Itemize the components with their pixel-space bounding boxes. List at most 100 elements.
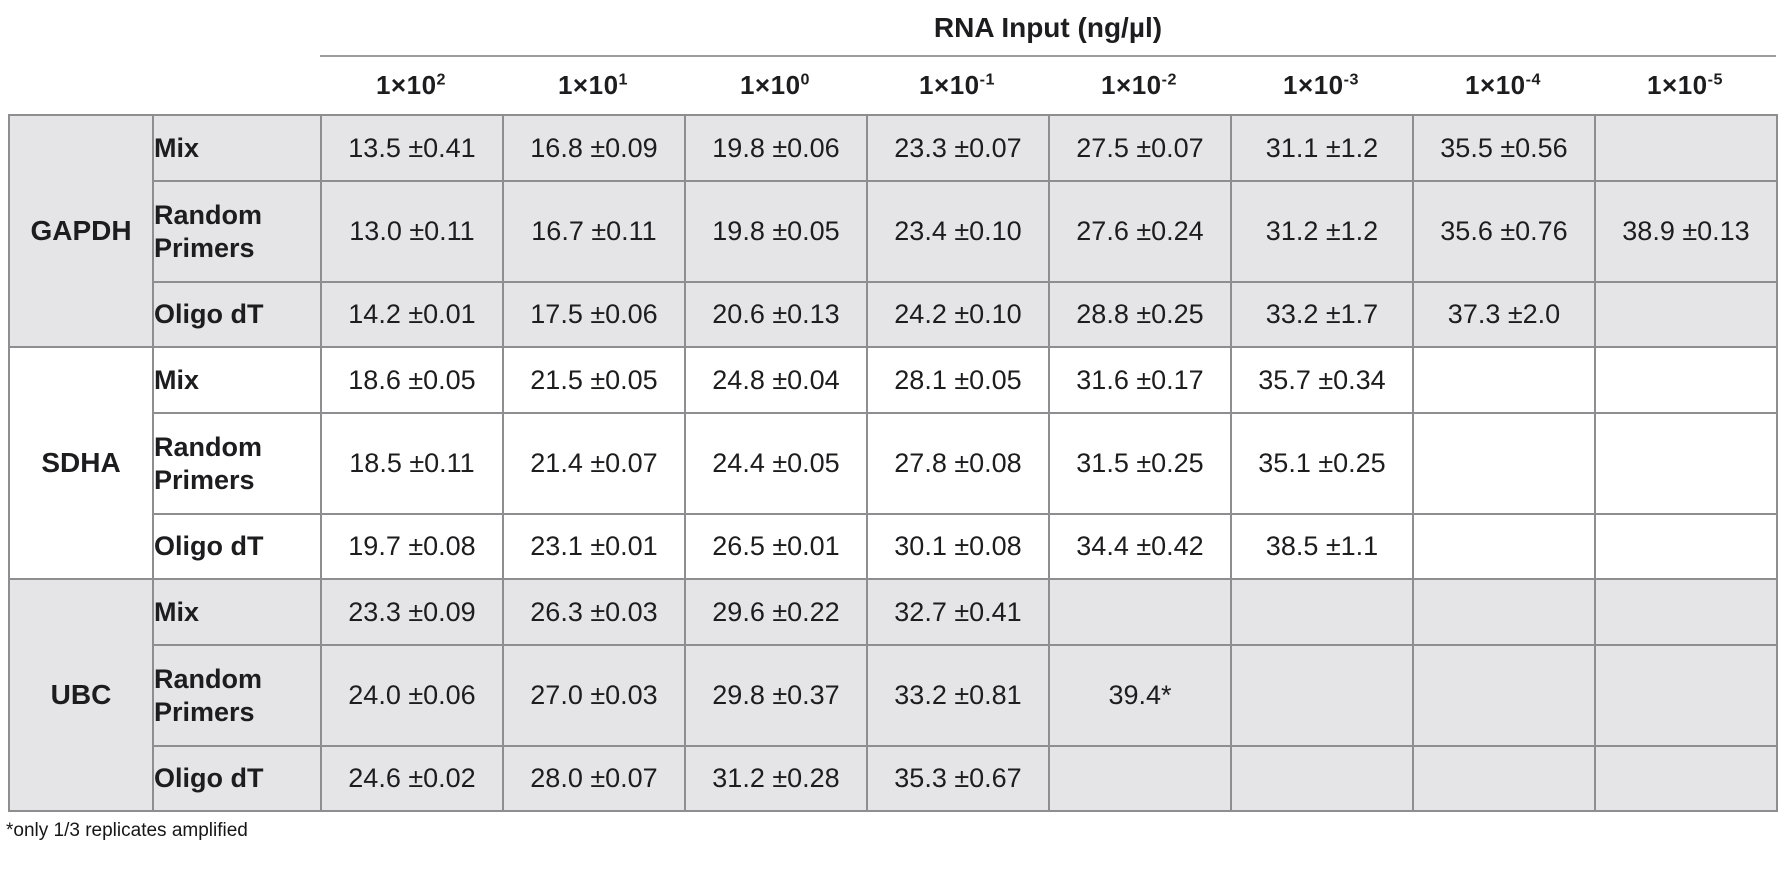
column-header: 1×102 (375, 70, 447, 100)
value-cell: 38.5 ±1.1 (1230, 513, 1414, 580)
value-cell: 26.5 ±0.01 (684, 513, 868, 580)
value-cell: 32.7 ±0.41 (866, 578, 1050, 646)
value-cell: 39.4* (1048, 644, 1232, 747)
value-cell: 34.4 ±0.42 (1048, 513, 1232, 580)
value-cell (1412, 346, 1596, 414)
column-headers-row: 1×102 1×101 1×100 1×10-1 1×10-2 1×10-3 1×10-4 1… (320, 57, 1776, 114)
value-cell: 20.6 ±0.13 (684, 281, 868, 348)
value-cell: 19.8 ±0.05 (684, 180, 868, 283)
column-header: 1×10-1 (919, 70, 995, 100)
value-cell: 33.2 ±1.7 (1230, 281, 1414, 348)
column-header: 1×10-5 (1647, 70, 1723, 100)
value-cell: 26.3 ±0.03 (502, 578, 686, 646)
value-cell (1594, 281, 1778, 348)
value-cell: 29.6 ±0.22 (684, 578, 868, 646)
method-label: Oligo dT (152, 513, 322, 580)
value-cell: 23.3 ±0.09 (320, 578, 504, 646)
value-cell: 29.8 ±0.37 (684, 644, 868, 747)
value-cell: 28.0 ±0.07 (502, 745, 686, 812)
table-row: Oligo dT 14.2 ±0.01 17.5 ±0.06 20.6 ±0.13 24… (9, 281, 1778, 348)
value-cell (1594, 346, 1778, 414)
value-cell: 31.5 ±0.25 (1048, 412, 1232, 515)
value-cell: 31.6 ±0.17 (1048, 346, 1232, 414)
method-label: Oligo dT (152, 745, 322, 812)
value-cell (1594, 578, 1778, 646)
method-label: Mix (152, 578, 322, 646)
value-cell: 27.0 ±0.03 (502, 644, 686, 747)
value-cell: 35.3 ±0.67 (866, 745, 1050, 812)
value-cell: 33.2 ±0.81 (866, 644, 1050, 747)
value-cell: 23.1 ±0.01 (502, 513, 686, 580)
value-cell (1230, 745, 1414, 812)
rna-input-table: GAPDH Mix 13.5 ±0.41 16.8 ±0.09 19.8 ±0.06 23… (8, 114, 1778, 812)
value-cell: 27.5 ±0.07 (1048, 114, 1232, 182)
method-label: Random Primers (152, 412, 322, 515)
column-header: 1×10-3 (1283, 70, 1359, 100)
value-cell: 35.5 ±0.56 (1412, 114, 1596, 182)
value-cell: 31.1 ±1.2 (1230, 114, 1414, 182)
table-row: UBC Mix 23.3 ±0.09 26.3 ±0.03 29.6 ±0.22 32.7… (8, 578, 1778, 812)
value-cell (1594, 644, 1778, 747)
value-cell (1048, 578, 1232, 646)
value-cell: 24.0 ±0.06 (320, 644, 504, 747)
footnote: *only 1/3 replicates amplified (6, 820, 248, 841)
gene-label: SDHA (8, 346, 154, 580)
value-cell: 24.2 ±0.10 (866, 281, 1050, 348)
value-cell (1594, 513, 1778, 580)
value-cell: 19.7 ±0.08 (320, 513, 504, 580)
gene-label: UBC (8, 578, 154, 812)
value-cell: 35.6 ±0.76 (1412, 180, 1596, 283)
table-row: Oligo dT 19.7 ±0.08 23.1 ±0.01 26.5 ±0.01 30… (9, 513, 1778, 580)
value-cell: 27.8 ±0.08 (866, 412, 1050, 515)
value-cell: 13.0 ±0.11 (320, 180, 504, 283)
value-cell: 18.5 ±0.11 (320, 412, 504, 515)
value-cell: 13.5 ±0.41 (320, 114, 504, 182)
table-row: Random Primers 24.0 ±0.06 27.0 ±0.03 29.8 ±… (9, 644, 1778, 747)
value-cell (1594, 412, 1778, 515)
value-cell: 27.6 ±0.24 (1048, 180, 1232, 283)
table-row: SDHA Mix 18.6 ±0.05 21.5 ±0.05 24.8 ±0.04 28.… (8, 346, 1778, 580)
method-label: Random Primers (152, 180, 322, 283)
value-cell: 35.7 ±0.34 (1230, 346, 1414, 414)
value-cell: 14.2 ±0.01 (320, 281, 504, 348)
value-cell: 30.1 ±0.08 (866, 513, 1050, 580)
table-row: Oligo dT 24.6 ±0.02 28.0 ±0.07 31.2 ±0.28 35… (9, 745, 1778, 812)
value-cell: 24.8 ±0.04 (684, 346, 868, 414)
value-cell: 24.4 ±0.05 (684, 412, 868, 515)
value-cell: 19.8 ±0.06 (684, 114, 868, 182)
table-row: Random Primers 18.5 ±0.11 21.4 ±0.07 24.4 ±… (9, 412, 1778, 515)
value-cell (1412, 578, 1596, 646)
value-cell: 16.8 ±0.09 (502, 114, 686, 182)
value-cell: 17.5 ±0.06 (502, 281, 686, 348)
method-label: Random Primers (152, 644, 322, 747)
value-cell (1230, 644, 1414, 747)
value-cell (1048, 745, 1232, 812)
value-cell: 21.4 ±0.07 (502, 412, 686, 515)
gene-label: GAPDH (8, 114, 154, 348)
table-row: Random Primers 13.0 ±0.11 16.7 ±0.11 19.8 ±… (9, 180, 1778, 283)
value-cell: 38.9 ±0.13 (1594, 180, 1778, 283)
table-title: RNA Input (ng/µl) (933, 12, 1163, 43)
column-header: 1×101 (557, 70, 629, 100)
value-cell (1594, 114, 1778, 182)
value-cell (1412, 644, 1596, 747)
column-header: 1×10-4 (1465, 70, 1541, 100)
value-cell: 31.2 ±1.2 (1230, 180, 1414, 283)
value-cell: 28.1 ±0.05 (866, 346, 1050, 414)
value-cell: 24.6 ±0.02 (320, 745, 504, 812)
value-cell: 16.7 ±0.11 (502, 180, 686, 283)
value-cell: 35.1 ±0.25 (1230, 412, 1414, 515)
value-cell: 37.3 ±2.0 (1412, 281, 1596, 348)
method-label: Oligo dT (152, 281, 322, 348)
value-cell: 28.8 ±0.25 (1048, 281, 1232, 348)
table-row: GAPDH Mix 13.5 ±0.41 16.8 ±0.09 19.8 ±0.06 23… (8, 114, 1778, 348)
value-cell: 31.2 ±0.28 (684, 745, 868, 812)
value-cell (1412, 745, 1596, 812)
value-cell (1412, 412, 1596, 515)
value-cell (1230, 578, 1414, 646)
value-cell: 18.6 ±0.05 (320, 346, 504, 414)
table-body: GAPDH Mix 13.5 ±0.41 16.8 ±0.09 19.8 ±0.06 23… (8, 114, 1778, 812)
value-cell (1412, 513, 1596, 580)
value-cell: 23.4 ±0.10 (866, 180, 1050, 283)
value-cell: 23.3 ±0.07 (866, 114, 1050, 182)
